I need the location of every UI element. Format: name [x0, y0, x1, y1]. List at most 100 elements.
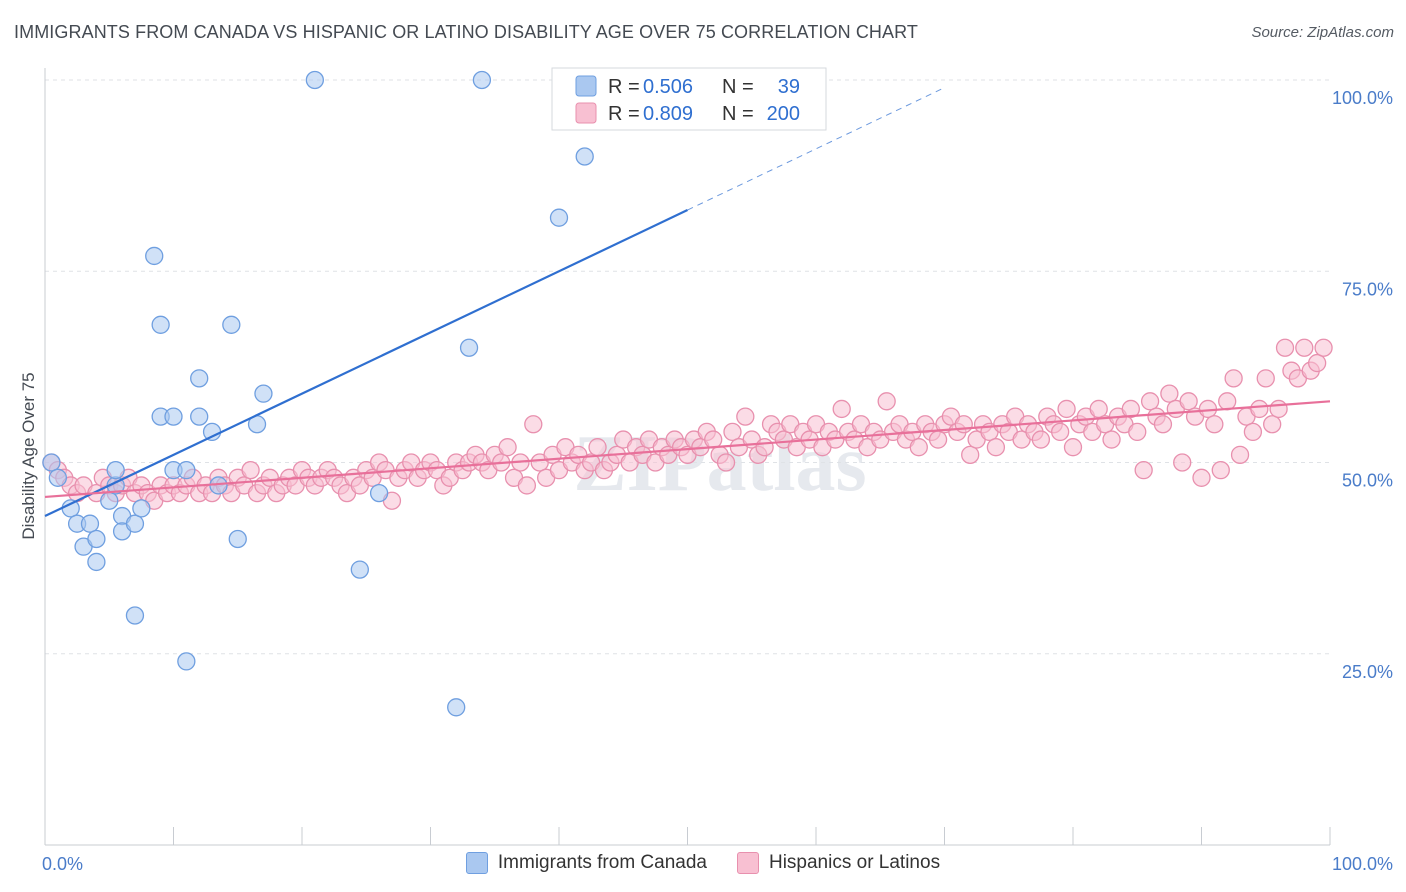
data-point — [1230, 445, 1250, 465]
data-point — [954, 415, 973, 434]
legend-n-value-2: 200 — [767, 103, 800, 125]
chart-title: IMMIGRANTS FROM CANADA VS HISPANIC OR LA… — [14, 22, 918, 42]
data-point — [190, 369, 209, 388]
data-point — [177, 460, 196, 480]
data-point — [241, 460, 260, 480]
data-point — [61, 499, 80, 518]
data-point — [588, 438, 607, 457]
data-point — [549, 208, 569, 227]
series-hispanic — [42, 338, 1333, 510]
data-point — [1314, 338, 1333, 357]
data-point — [87, 529, 106, 549]
data-point — [986, 438, 1006, 457]
data-point — [1134, 460, 1153, 480]
data-point — [1256, 369, 1275, 388]
source-label: Source: ZipAtlas.com — [1251, 24, 1394, 41]
data-point — [369, 483, 389, 503]
series-canada — [42, 70, 594, 717]
data-point — [350, 560, 369, 579]
data-points — [42, 70, 1333, 717]
correlation-legend: R = 0.506 N = 39 R = 0.809 N = 200 — [551, 67, 827, 131]
data-point — [1057, 399, 1076, 419]
data-point — [961, 445, 980, 465]
data-point — [1140, 392, 1160, 411]
y-tick-label: 100.0% — [1332, 88, 1393, 108]
y-axis-label: Disability Age Over 75 — [19, 372, 38, 539]
data-point — [1192, 468, 1211, 487]
legend-swatch — [736, 852, 759, 874]
data-point — [132, 499, 151, 518]
data-point — [704, 430, 723, 449]
data-point — [177, 652, 196, 671]
data-point — [145, 246, 164, 266]
data-point — [575, 147, 594, 166]
data-point — [1205, 415, 1224, 434]
data-point — [1179, 392, 1198, 411]
data-point — [1173, 453, 1192, 472]
trend-lines — [44, 87, 1331, 518]
y-tick-labels: 25.0% 50.0% 75.0% 100.0% — [1332, 88, 1393, 682]
data-point — [202, 422, 222, 442]
data-point — [1102, 430, 1121, 449]
data-point — [164, 407, 183, 426]
data-point — [1031, 430, 1051, 449]
legend-r-value-2: 0.809 — [643, 103, 693, 125]
data-point — [1269, 399, 1288, 419]
data-point — [254, 384, 273, 403]
data-point — [151, 315, 170, 334]
data-point — [125, 514, 145, 533]
data-point — [755, 438, 774, 457]
legend-swatch-canada — [575, 75, 597, 97]
legend-n-label-2: N = — [722, 103, 754, 125]
data-point — [106, 460, 125, 480]
legend-n-label-1: N = — [722, 76, 754, 98]
data-point — [1051, 422, 1070, 442]
x-tick-label: 100.0% — [1332, 854, 1393, 874]
data-point — [1295, 338, 1314, 357]
data-point — [928, 430, 948, 449]
data-point — [1063, 438, 1083, 457]
data-point — [1308, 353, 1327, 373]
data-point — [498, 438, 517, 457]
data-point — [80, 514, 100, 533]
data-point — [517, 476, 537, 495]
data-point — [48, 468, 67, 487]
data-point — [459, 338, 479, 357]
data-point — [1160, 384, 1179, 403]
series-legend: Immigrants from Canada Hispanics or Lati… — [0, 852, 1406, 874]
data-point — [909, 438, 928, 457]
legend-label: Hispanics or Latinos — [768, 852, 941, 873]
data-point — [1275, 338, 1295, 357]
x-tick-label: 0.0% — [42, 854, 83, 874]
data-point — [447, 698, 466, 717]
legend-item-hispanic: Hispanics or Latinos — [736, 852, 941, 874]
y-tick-label: 75.0% — [1342, 279, 1393, 299]
data-point — [1128, 422, 1147, 442]
trend-extension — [687, 87, 945, 211]
legend-swatch-hispanic — [575, 102, 597, 124]
legend-r-value-1: 0.506 — [643, 76, 693, 98]
data-point — [1263, 415, 1282, 434]
x-tick-labels: 0.0% 100.0% — [42, 854, 1393, 874]
grid-lines — [45, 79, 1330, 655]
data-point — [723, 422, 742, 442]
data-point — [305, 70, 325, 90]
data-point — [877, 392, 896, 411]
data-point — [716, 453, 736, 472]
legend-n-value-1: 39 — [778, 76, 800, 98]
data-point — [472, 70, 492, 90]
data-point — [1153, 415, 1173, 434]
data-point — [1211, 460, 1230, 480]
trend-line — [44, 400, 1331, 499]
legend-item-canada: Immigrants from Canada — [465, 852, 707, 874]
data-point — [1089, 399, 1108, 419]
axes — [44, 68, 1331, 846]
data-point — [125, 606, 145, 625]
data-point — [1250, 399, 1269, 419]
data-point — [100, 491, 119, 510]
legend-r-label-2: R = — [608, 103, 640, 125]
data-point — [736, 407, 755, 426]
trend-line — [44, 209, 688, 518]
data-point — [87, 552, 106, 572]
